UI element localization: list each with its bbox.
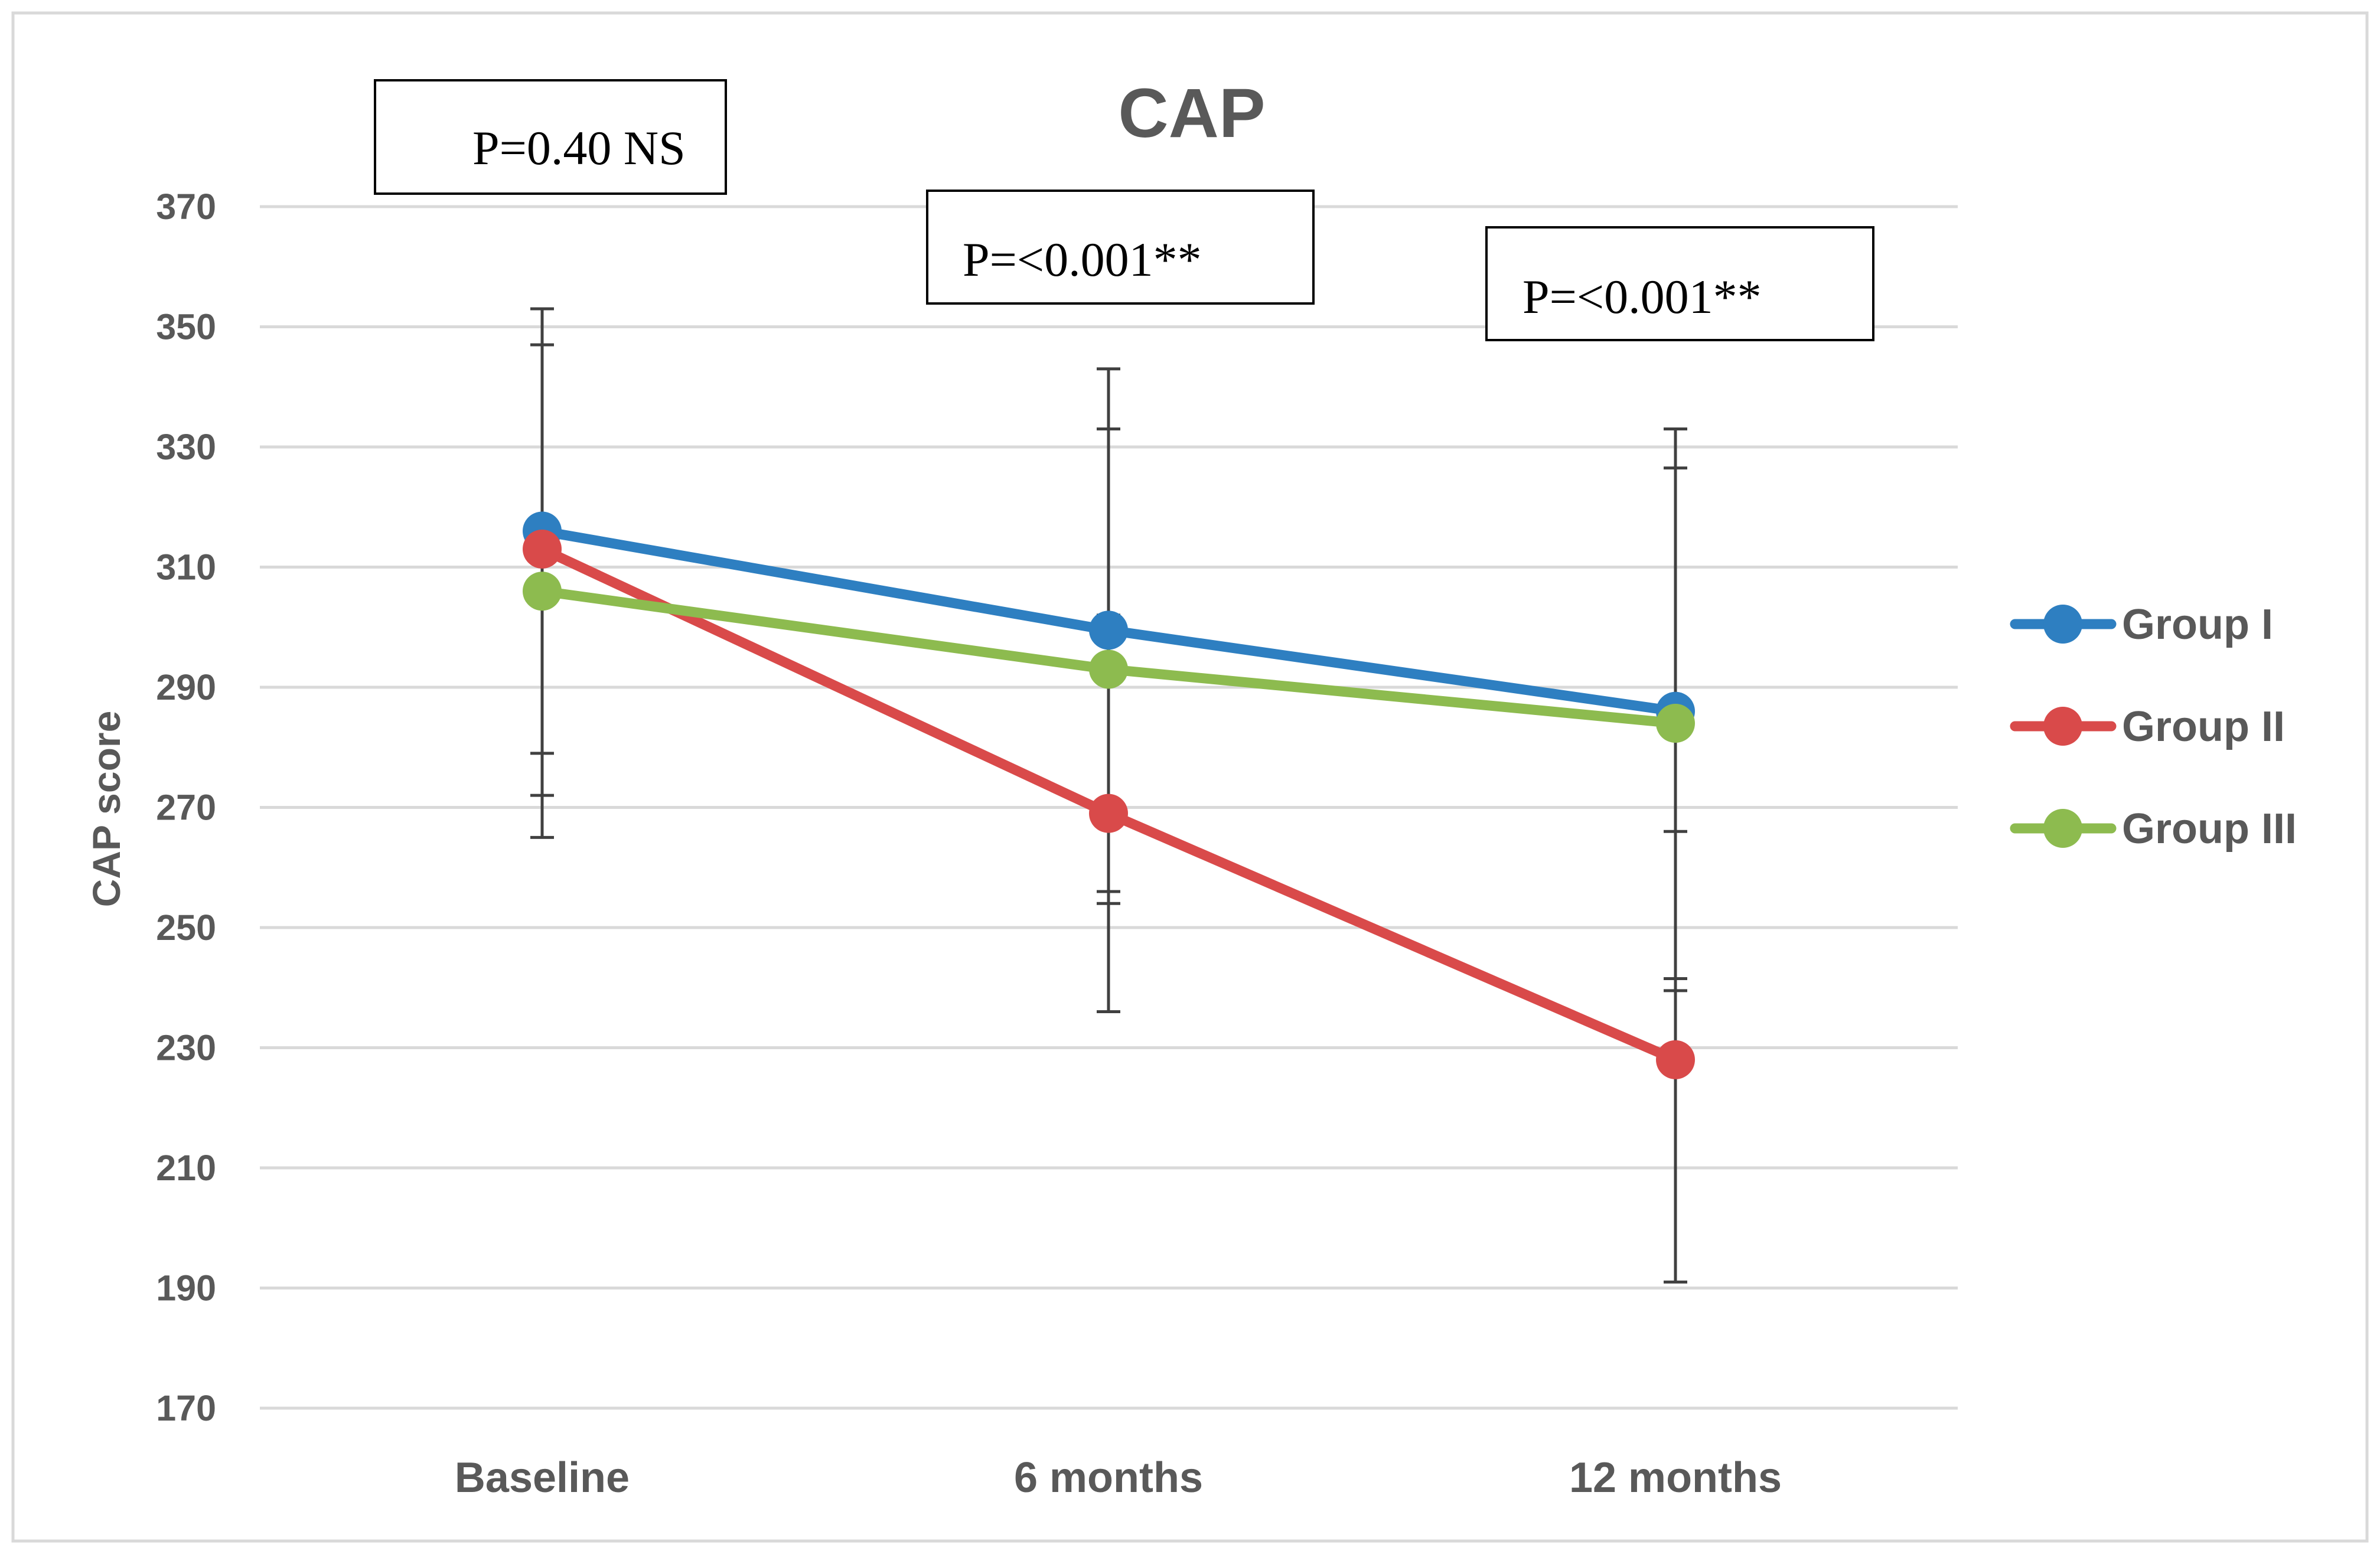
p-value-annotation-baseline: P=0.40 NS bbox=[374, 79, 727, 195]
legend: Group I Group II Group III bbox=[2010, 601, 2297, 853]
x-tick-label: 6 months bbox=[1014, 1454, 1203, 1501]
p-value-text: P=<0.001** bbox=[1522, 270, 1762, 324]
y-tick-label: 370 bbox=[156, 187, 216, 227]
x-tick-label: 12 months bbox=[1569, 1454, 1782, 1501]
p-value-box bbox=[1485, 226, 1874, 341]
legend-item: Group II bbox=[2010, 703, 2285, 750]
y-axis-label: CAP score bbox=[84, 711, 128, 907]
y-tick-label: 350 bbox=[156, 307, 216, 347]
data-point bbox=[1089, 794, 1128, 833]
p-value-text: P=0.40 NS bbox=[472, 121, 686, 175]
y-tick-label: 310 bbox=[156, 547, 216, 587]
data-point bbox=[1656, 1040, 1695, 1079]
p-value-box bbox=[374, 79, 727, 195]
legend-swatch-marker bbox=[2043, 809, 2082, 848]
y-tick-labels: 170 190 210 230 250 270 290 310 330 350 370 bbox=[156, 187, 216, 1428]
y-tick-label: 230 bbox=[156, 1028, 216, 1068]
data-point bbox=[1089, 610, 1128, 650]
y-tick-label: 250 bbox=[156, 907, 216, 948]
data-point bbox=[1656, 704, 1695, 743]
data-point bbox=[1089, 649, 1128, 689]
legend-swatch-marker bbox=[2043, 605, 2082, 644]
legend-item: Group III bbox=[2010, 805, 2297, 853]
legend-item: Group I bbox=[2010, 601, 2273, 648]
p-value-box bbox=[926, 190, 1315, 305]
legend-label: Group II bbox=[2122, 703, 2285, 750]
p-value-text: P=<0.001** bbox=[963, 233, 1202, 286]
y-tick-label: 330 bbox=[156, 427, 216, 467]
y-tick-label: 190 bbox=[156, 1268, 216, 1308]
legend-label: Group III bbox=[2122, 805, 2297, 853]
data-point bbox=[523, 529, 562, 569]
p-value-annotation-12-months: P=<0.001** bbox=[1485, 226, 1874, 341]
y-tick-label: 210 bbox=[156, 1148, 216, 1188]
x-tick-label: Baseline bbox=[455, 1454, 630, 1501]
y-tick-label: 170 bbox=[156, 1388, 216, 1428]
legend-swatch-marker bbox=[2043, 707, 2082, 746]
chart-title: CAP bbox=[1118, 74, 1265, 152]
data-point bbox=[523, 572, 562, 611]
x-tick-labels: Baseline 6 months 12 months bbox=[455, 1454, 1782, 1501]
legend-label: Group I bbox=[2122, 601, 2273, 648]
p-value-annotation-6-months: P=<0.001** bbox=[926, 190, 1315, 305]
y-tick-label: 270 bbox=[156, 788, 216, 828]
y-tick-label: 290 bbox=[156, 667, 216, 707]
series-points bbox=[523, 511, 1695, 1079]
